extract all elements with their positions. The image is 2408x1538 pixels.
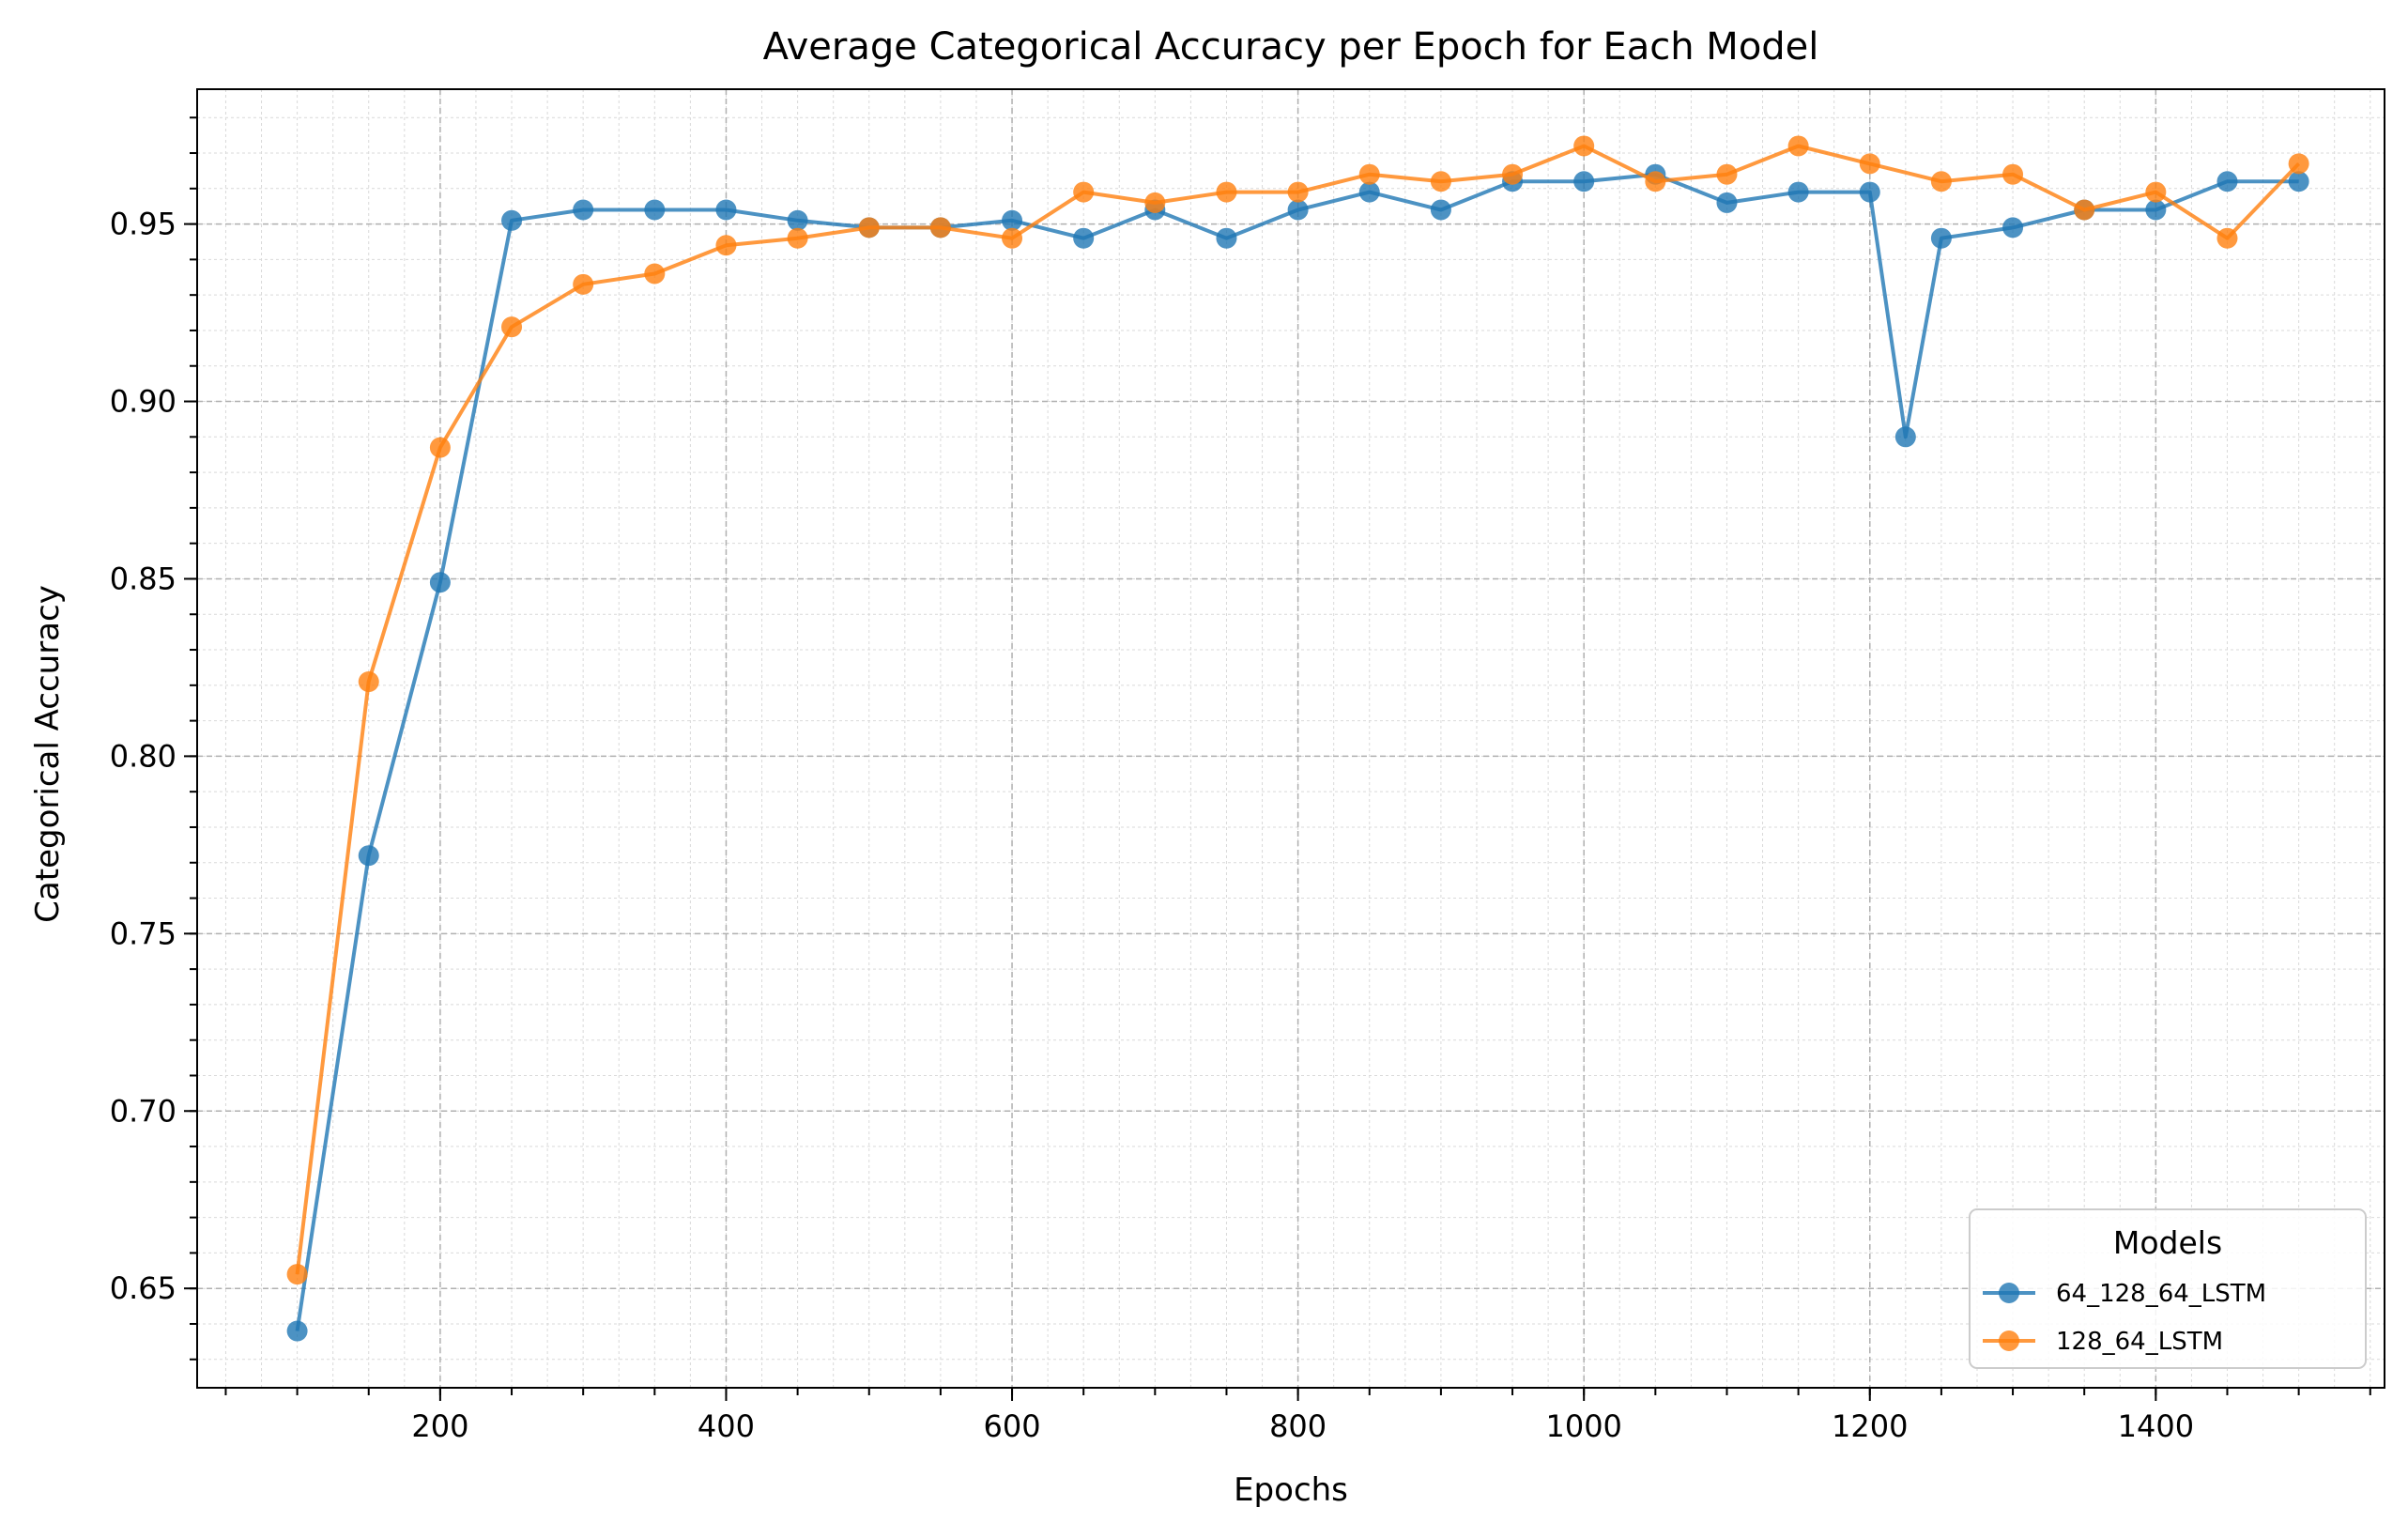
data-point-128-64-lstm (1859, 153, 1880, 175)
data-point-128-64-lstm (2074, 199, 2095, 221)
data-point-64-128-64-lstm (1216, 227, 1237, 249)
y-tick-label: 0.85 (110, 561, 176, 596)
data-point-64-128-64-lstm (2145, 199, 2167, 221)
data-point-64-128-64-lstm (1287, 199, 1309, 221)
legend-marker-64-128-64-lstm (1999, 1283, 2019, 1303)
data-point-64-128-64-lstm (644, 199, 666, 221)
data-point-128-64-lstm (1645, 171, 1666, 192)
data-point-64-128-64-lstm (787, 209, 808, 231)
data-point-128-64-lstm (2145, 181, 2167, 203)
y-tick-label: 0.90 (110, 384, 176, 420)
x-tick-label: 600 (984, 1408, 1041, 1444)
x-tick-label: 1200 (1832, 1408, 1908, 1444)
data-point-128-64-lstm (358, 671, 379, 693)
data-point-128-64-lstm (1216, 181, 1237, 203)
data-point-64-128-64-lstm (429, 572, 451, 593)
series-128-64-lstm (286, 135, 2309, 1285)
data-point-64-128-64-lstm (1787, 181, 1809, 203)
y-tick-label: 0.80 (110, 738, 176, 774)
x-tick-label: 1000 (1545, 1408, 1621, 1444)
data-point-64-128-64-lstm (1358, 181, 1380, 203)
minor-grid (197, 89, 2385, 1388)
plot-frame (196, 88, 2385, 1389)
series-line-64-128-64-lstm (295, 172, 2299, 1331)
y-axis-title: Categorical Accuracy (29, 585, 67, 923)
y-tick-label: 0.65 (110, 1270, 176, 1306)
x-tick-label: 400 (698, 1408, 755, 1444)
data-point-64-128-64-lstm (1430, 199, 1451, 221)
data-point-64-128-64-lstm (501, 209, 523, 231)
data-point-128-64-lstm (501, 316, 523, 338)
data-point-128-64-lstm (429, 437, 451, 458)
data-point-128-64-lstm (644, 263, 666, 285)
data-point-64-128-64-lstm (1859, 181, 1880, 203)
data-point-128-64-lstm (2002, 163, 2024, 185)
y-tick-label: 0.75 (110, 915, 176, 951)
legend-box (1969, 1208, 2367, 1369)
data-point-64-128-64-lstm (1073, 227, 1095, 249)
data-point-64-128-64-lstm (715, 199, 737, 221)
data-point-64-128-64-lstm (1573, 171, 1595, 192)
y-tick-label: 0.95 (110, 207, 176, 242)
x-axis-title: Epochs (1234, 1471, 1348, 1509)
data-point-128-64-lstm (1144, 192, 1166, 213)
data-point-128-64-lstm (1073, 181, 1095, 203)
series-layer (286, 135, 2309, 1342)
data-point-64-128-64-lstm (1930, 227, 1952, 249)
data-point-64-128-64-lstm (1894, 426, 1916, 448)
data-point-128-64-lstm (286, 1264, 308, 1285)
data-point-64-128-64-lstm (286, 1320, 308, 1342)
legend-entry-128-64-lstm: 128_64_LSTM (1983, 1328, 2223, 1356)
data-point-128-64-lstm (573, 273, 594, 295)
data-point-128-64-lstm (2288, 153, 2309, 175)
x-tick-label: 800 (1269, 1408, 1327, 1444)
legend-entry-64-128-64-lstm: 64_128_64_LSTM (1983, 1280, 2266, 1308)
data-point-64-128-64-lstm (573, 199, 594, 221)
data-point-64-128-64-lstm (2216, 171, 2238, 192)
data-point-64-128-64-lstm (1002, 209, 1023, 231)
x-tick-label: 200 (411, 1408, 468, 1444)
x-tick-label: 1400 (2118, 1408, 2194, 1444)
data-point-128-64-lstm (858, 217, 880, 238)
y-tick-label: 0.70 (110, 1093, 176, 1129)
data-point-128-64-lstm (1430, 171, 1451, 192)
chart-title: Average Categorical Accuracy per Epoch f… (763, 25, 1819, 69)
data-point-128-64-lstm (1787, 135, 1809, 157)
data-point-128-64-lstm (1287, 181, 1309, 203)
tick-labels: 200 400 600 800 1000 1200 1400 0.65 0.70 0.75 0.80… (110, 207, 2194, 1444)
data-point-128-64-lstm (1502, 163, 1524, 185)
data-point-128-64-lstm (929, 217, 951, 238)
legend-label-128-64-lstm: 128_64_LSTM (2056, 1328, 2223, 1356)
data-point-64-128-64-lstm (2002, 217, 2024, 238)
data-point-64-128-64-lstm (358, 845, 379, 867)
legend: Models 64_128_64_LSTM 128_64_LSTM (1969, 1208, 2367, 1369)
legend-marker-128-64-lstm (1999, 1330, 2019, 1351)
data-point-128-64-lstm (1573, 135, 1595, 157)
data-point-128-64-lstm (1930, 171, 1952, 192)
legend-title: Models (2113, 1224, 2222, 1261)
data-point-128-64-lstm (1002, 227, 1023, 249)
data-point-128-64-lstm (1358, 163, 1380, 185)
data-point-64-128-64-lstm (2288, 171, 2309, 192)
data-point-128-64-lstm (1716, 163, 1738, 185)
series-64-128-64-lstm (286, 163, 2309, 1342)
data-point-128-64-lstm (2216, 227, 2238, 249)
data-point-128-64-lstm (787, 227, 808, 249)
axis-ticks (184, 116, 2371, 1401)
data-point-128-64-lstm (715, 235, 737, 256)
legend-label-64-128-64-lstm: 64_128_64_LSTM (2056, 1280, 2266, 1308)
data-point-64-128-64-lstm (1716, 192, 1738, 213)
